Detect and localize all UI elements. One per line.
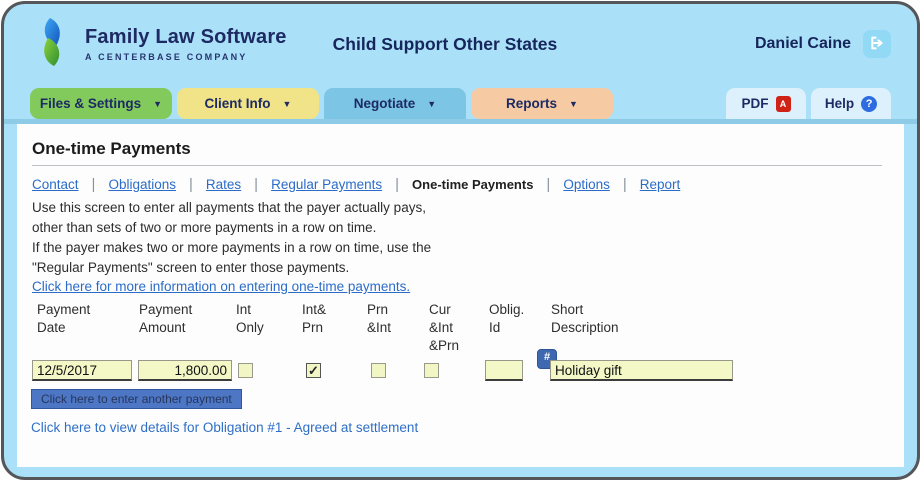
col-header-int-prn: Int& Prn: [302, 302, 327, 335]
more-info-link[interactable]: Click here for more information on enter…: [32, 279, 411, 294]
instruction-line: If the payer makes two or more payments …: [32, 240, 432, 255]
menu-tab-reports[interactable]: Reports ▼: [471, 88, 613, 119]
subnav-separator: |: [188, 176, 193, 193]
subnav-separator: |: [254, 176, 259, 193]
help-button-label: Help: [824, 96, 855, 111]
subnav-link-options[interactable]: Options: [563, 177, 610, 192]
prn-int-checkbox[interactable]: [371, 363, 386, 378]
subnav-link-contact[interactable]: Contact: [32, 177, 79, 192]
int-prn-checkbox[interactable]: [306, 363, 321, 378]
instruction-line: "Regular Payments" screen to enter those…: [32, 260, 350, 275]
subnav-link-report[interactable]: Report: [639, 177, 681, 192]
col-header-payment-date: Payment Date: [37, 302, 91, 335]
tab-strip-divider: [4, 119, 917, 124]
menu-tab-negotiate[interactable]: Negotiate ▼: [324, 88, 466, 119]
int-only-checkbox[interactable]: [238, 363, 253, 378]
col-header-payment-amount: Payment Amount: [139, 302, 193, 335]
menu-tab-client-info[interactable]: Client Info ▼: [177, 88, 319, 119]
menu-tab-files-settings[interactable]: Files & Settings ▼: [30, 88, 172, 119]
col-header-prn-int: Prn &Int: [367, 302, 392, 335]
pdf-button[interactable]: PDF A: [726, 88, 806, 119]
obligation-details-link[interactable]: Click here to view details for Obligatio…: [31, 420, 419, 435]
menu-tab-label: Reports: [506, 96, 558, 111]
subnav-separator: |: [622, 176, 627, 193]
subnav-link-regular-payments[interactable]: Regular Payments: [271, 177, 383, 192]
menu-tab-label: Files & Settings: [39, 96, 142, 111]
payment-date-input[interactable]: [32, 360, 132, 381]
subnav-separator: |: [395, 176, 400, 193]
page-title: One-time Payments: [32, 139, 191, 158]
col-header-short-description: Short Description: [551, 302, 619, 335]
brand-tagline: A CENTERBASE COMPANY: [85, 52, 248, 62]
col-header-cur-int-prn: Cur &Int &Prn: [429, 302, 460, 353]
help-button[interactable]: Help ?: [811, 88, 891, 119]
subnav-current-one-time-payments: One-time Payments: [412, 177, 534, 192]
subnav-separator: |: [546, 176, 551, 193]
utility-buttons: PDF A Help ?: [726, 88, 891, 119]
question-mark-icon: ?: [861, 95, 878, 112]
oblig-id-input[interactable]: [485, 360, 523, 381]
pdf-button-label: PDF: [741, 96, 769, 111]
menu-tab-label: Negotiate: [353, 96, 416, 111]
brand-name: Family Law Software: [85, 26, 287, 48]
instruction-text: Use this screen to enter all payments th…: [32, 198, 431, 278]
user-name: Daniel Caine: [754, 35, 851, 52]
col-header-int-only: Int Only: [236, 302, 264, 335]
title-divider: [32, 165, 882, 166]
main-menu-tabs: Files & Settings ▼ Client Info ▼ Negotia…: [30, 88, 613, 119]
screen-subnav: Contact | Obligations | Rates | Regular Pay…: [32, 176, 680, 193]
brand-logo-block: Family Law Software A CENTERBASE COMPANY: [30, 17, 287, 72]
short-description-input[interactable]: [550, 360, 733, 381]
payment-amount-input[interactable]: [138, 360, 232, 381]
subnav-link-rates[interactable]: Rates: [205, 177, 242, 192]
col-header-oblig-id: Oblig. Id: [489, 302, 525, 335]
logout-button[interactable]: [863, 30, 891, 58]
menu-tab-label: Client Info: [204, 96, 271, 111]
chevron-down-icon: ▼: [153, 98, 163, 109]
family-law-software-logo-icon: [30, 17, 74, 72]
logout-icon: [869, 35, 885, 54]
subnav-separator: |: [91, 176, 96, 193]
page-header-title: Child Support Other States: [332, 33, 558, 54]
chevron-down-icon: ▼: [282, 98, 292, 109]
instruction-line: other than sets of two or more payments …: [32, 220, 377, 235]
user-area: Daniel Caine: [755, 30, 891, 58]
subnav-link-obligations[interactable]: Obligations: [108, 177, 176, 192]
add-payment-button[interactable]: Click here to enter another payment: [31, 389, 242, 409]
instruction-line: Use this screen to enter all payments th…: [32, 200, 426, 215]
content-panel: One-time Payments Contact | Obligations | …: [17, 124, 904, 467]
pdf-file-icon: A: [775, 95, 791, 112]
brand-text: Family Law Software A CENTERBASE COMPANY: [85, 26, 287, 62]
app-header: Family Law Software A CENTERBASE COMPANY…: [4, 4, 917, 84]
chevron-down-icon: ▼: [427, 98, 437, 109]
cur-int-prn-checkbox[interactable]: [424, 363, 439, 378]
chevron-down-icon: ▼: [569, 98, 578, 109]
